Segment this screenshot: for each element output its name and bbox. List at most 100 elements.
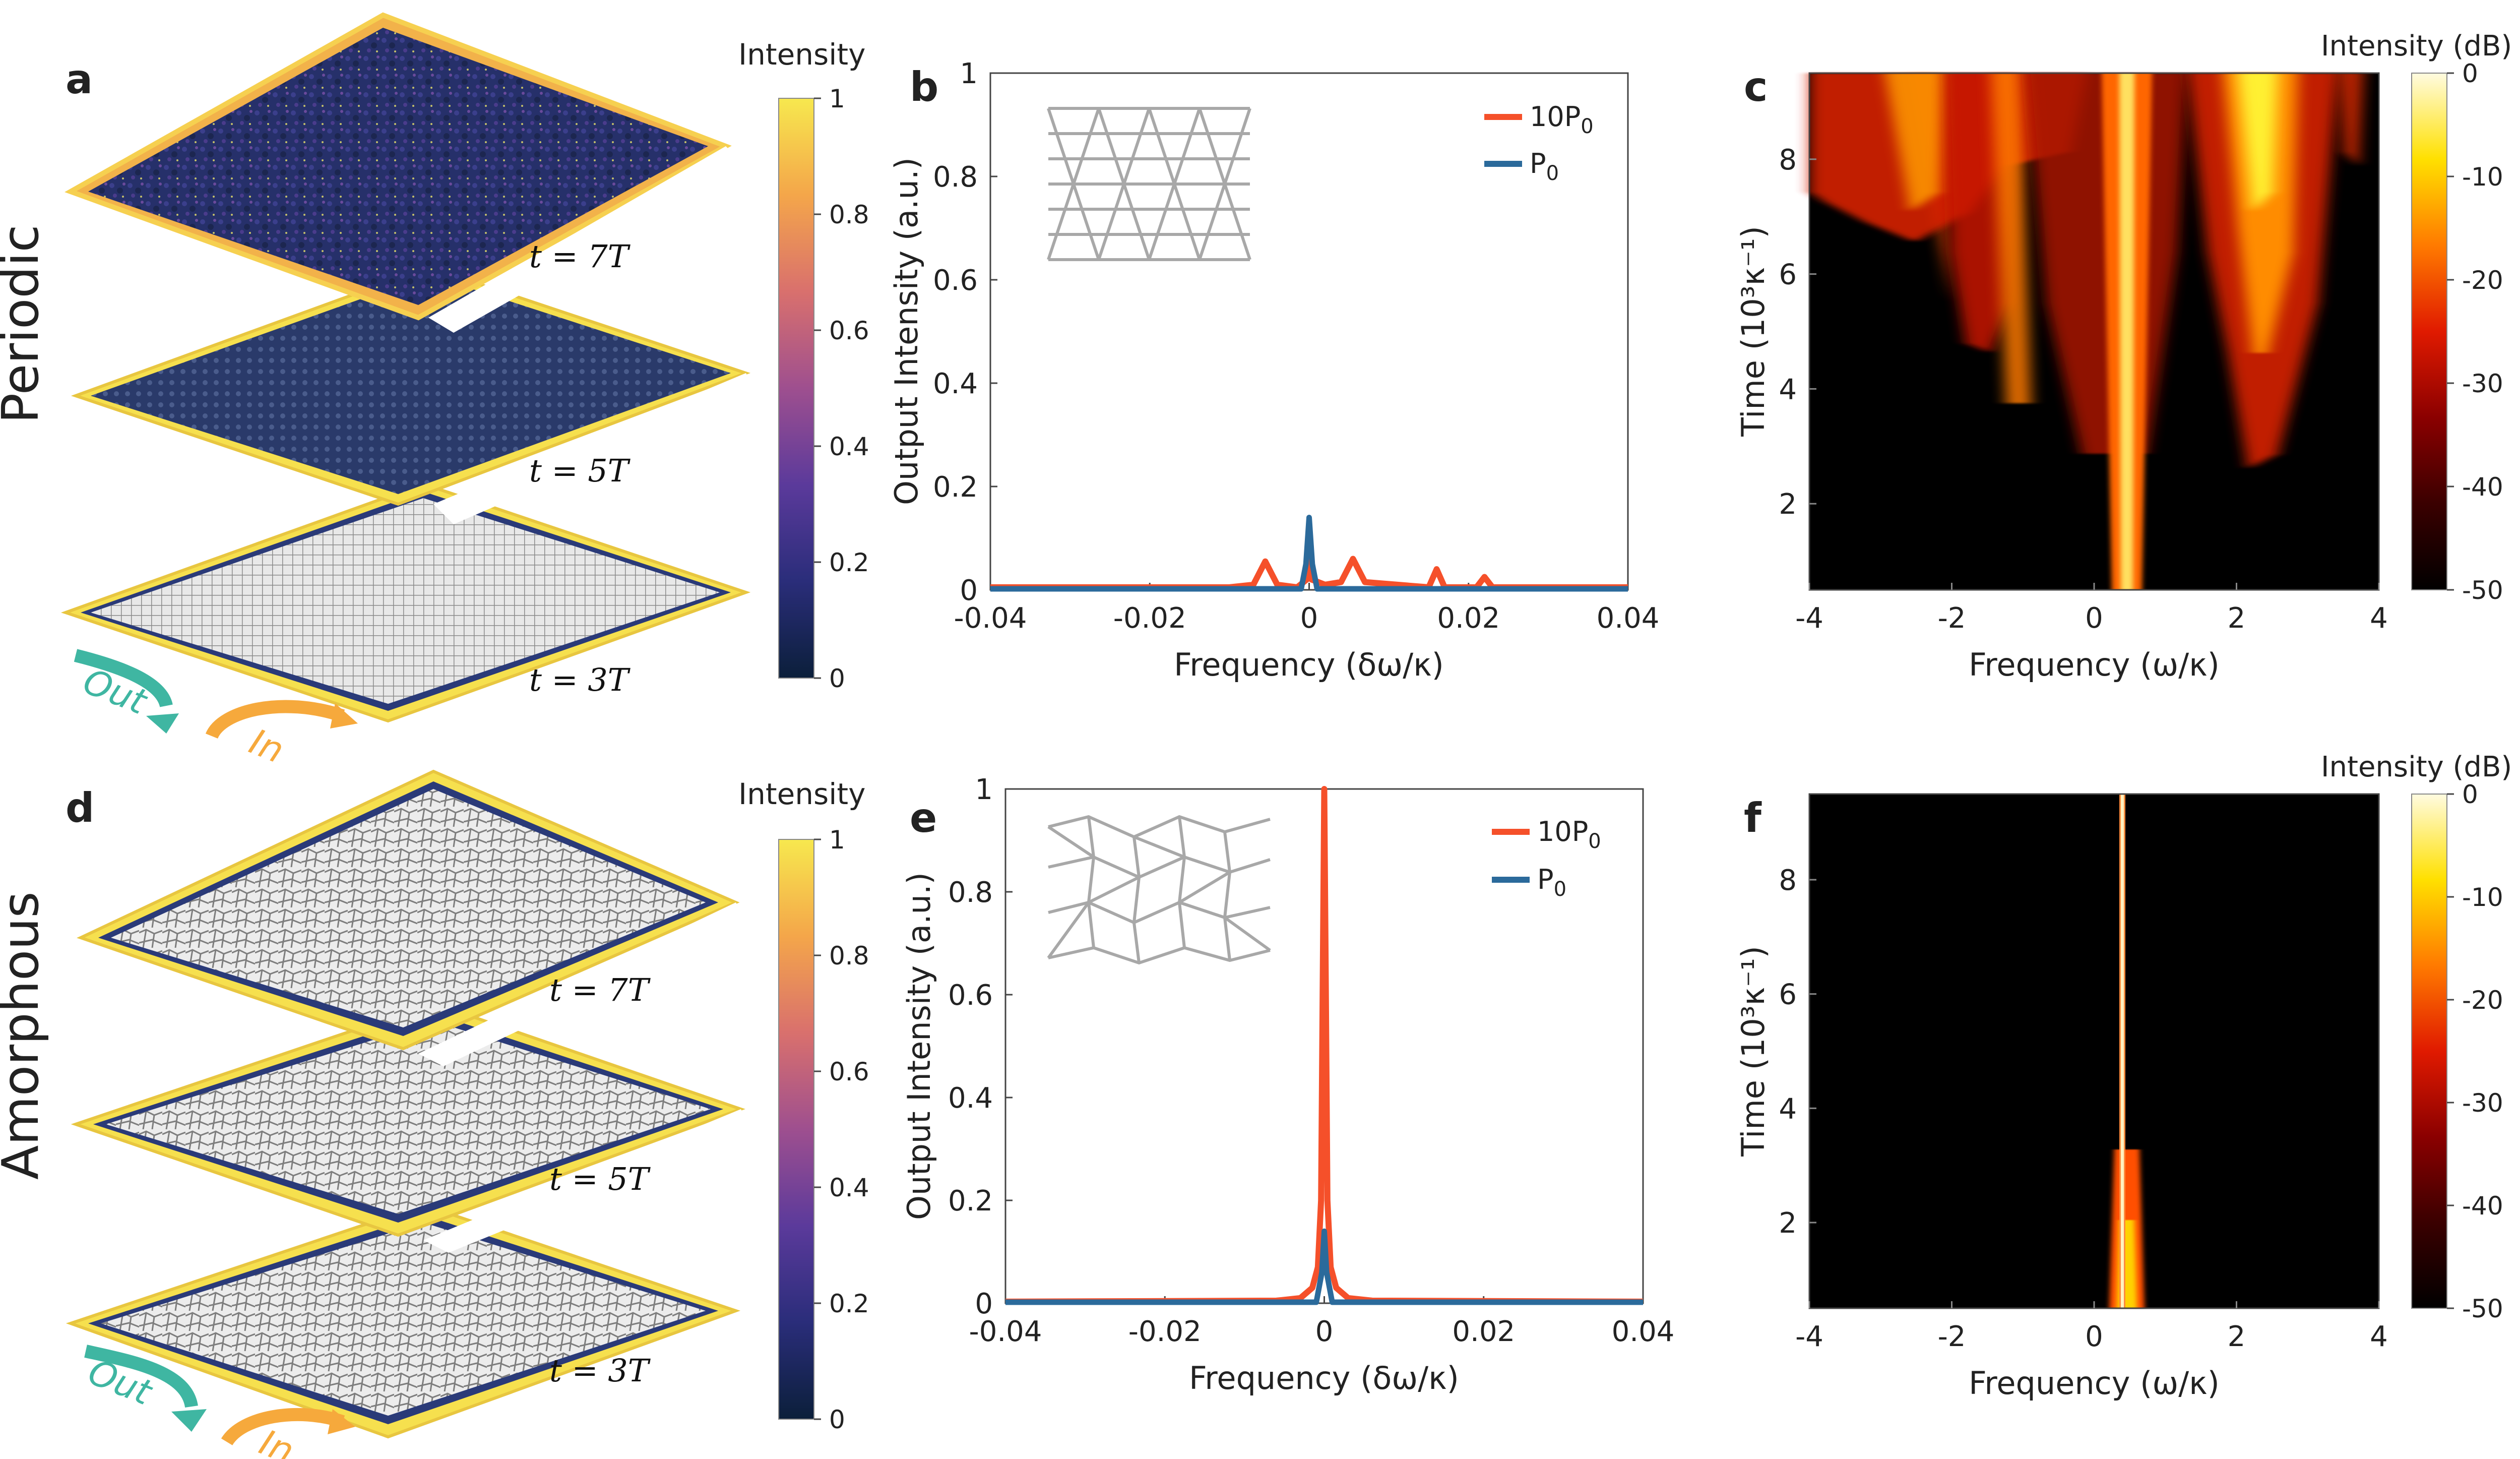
colorbar-lattice-a: Intensity 0 0.2 0.4 0.6 0.8 1 xyxy=(738,37,869,693)
chart-e-xtick-label: 0 xyxy=(1315,1315,1334,1348)
heatmap-c-xtick-label: -2 xyxy=(1938,602,1966,635)
in-arrowhead-d xyxy=(328,1409,355,1434)
colorbar-db-c-tick-label: -30 xyxy=(2462,369,2503,398)
colorbar-lattice-a-tick-label: 0.4 xyxy=(829,432,869,461)
out-arrow-a xyxy=(74,649,173,708)
chart-e-xtick-label: -0.04 xyxy=(969,1315,1042,1348)
heatmap-c-xtick-label: -4 xyxy=(1795,602,1823,635)
chart-b-ylabel: Output Intensity (a.u.) xyxy=(888,157,925,505)
colorbar-gradient-a xyxy=(778,98,814,679)
chart-b-ytick-label: 0.8 xyxy=(933,161,978,194)
colorbar-db-c-tick-label: -50 xyxy=(2462,576,2503,605)
heatmap-c-xtick-label: 2 xyxy=(2228,602,2246,635)
colorbar-lattice-d-tick-label: 1 xyxy=(829,825,845,855)
heatmap-f-ytick-label: 4 xyxy=(1779,1092,1797,1125)
panel-letter-b: b xyxy=(910,64,938,110)
colorbar-db-c-tick-label: 0 xyxy=(2462,59,2478,88)
heatmap-f-ylabel: Time (10³κ⁻¹) xyxy=(1735,946,1772,1157)
chart-b-ytick-label: 1 xyxy=(960,57,978,90)
heatmap-c-xlabel: Frequency (ω/κ) xyxy=(1969,646,2220,683)
panel-letter-e: e xyxy=(910,795,937,841)
colorbar-lattice-d-tick-label: 0.2 xyxy=(829,1289,869,1318)
chart-e-legend: 10P0 P0 xyxy=(1492,816,1601,901)
in-arrow-d xyxy=(221,1408,345,1446)
heatmap-f-ytick-label: 2 xyxy=(1779,1207,1797,1240)
legend-label-e-10P0: 10P0 xyxy=(1537,816,1601,853)
heatmap-c-xtick-label: 4 xyxy=(2370,602,2388,635)
heatmap-f-features xyxy=(2109,794,2145,1308)
chart-e-xtick-label: 0.02 xyxy=(1452,1315,1515,1348)
panel-letter-d: d xyxy=(66,784,94,831)
out-arrowhead-d xyxy=(171,1409,207,1432)
chart-b-ytick-label: 0.4 xyxy=(933,368,978,400)
heatmap-f-xtick-label: -2 xyxy=(1938,1320,1966,1353)
chart-e-ytick-label: 0.6 xyxy=(948,979,993,1012)
time-label-d-5T: t = 5T xyxy=(549,1161,651,1197)
heatmap-f-xtick-label: 4 xyxy=(2370,1320,2388,1353)
out-arrowhead-a xyxy=(146,713,179,734)
colorbar-lattice-a-tick-label: 0.8 xyxy=(829,200,869,229)
lattice-stack-periodic: t = 7T t = 5T t = 3T Out In xyxy=(60,12,756,771)
heatmap-c-ytick-label: 4 xyxy=(1779,373,1797,406)
chart-b-xtick-label: -0.04 xyxy=(954,602,1027,635)
heatmap-f: -4 -2 0 2 4 2 4 6 8 Frequency (ω/κ) Time (10³κ⁻¹… xyxy=(1735,793,2388,1402)
chart-e-ytick-label: 1 xyxy=(975,773,993,806)
colorbar-db-f: Intensity (dB) 0 -10 -20 -30 -40 -50 xyxy=(2321,751,2512,1323)
panel-letter-f: f xyxy=(1744,795,1762,841)
out-arrow-d xyxy=(84,1345,198,1408)
colorbar-title-a: Intensity xyxy=(738,37,865,72)
in-arrow-a xyxy=(205,700,345,739)
heatmap-c-ytick-label: 8 xyxy=(1779,144,1797,176)
chart-b-ytick-label: 0.2 xyxy=(933,471,978,504)
chart-e-ytick-label: 0.2 xyxy=(948,1185,993,1218)
chart-b-inset-lattice xyxy=(1047,107,1251,261)
chart-e-xlabel: Frequency (δω/κ) xyxy=(1189,1360,1459,1396)
chart-e-series-P0 xyxy=(1005,1228,1643,1305)
colorbar-title-d: Intensity xyxy=(738,777,865,811)
colorbar-db-title-c: Intensity (dB) xyxy=(2321,30,2512,63)
colorbar-lattice-d-tick-label: 0.6 xyxy=(829,1057,869,1086)
colorbar-db-gradient-f xyxy=(2411,794,2447,1309)
heatmap-f-ytick-label: 6 xyxy=(1779,979,1797,1011)
chart-b-series-P0 xyxy=(990,515,1628,592)
time-label-d-7T: t = 7T xyxy=(549,971,651,1008)
colorbar-db-c-tick-label: -10 xyxy=(2462,162,2503,192)
heatmap-f-xtick-label: -4 xyxy=(1795,1320,1823,1353)
colorbar-db-f-tick-label: -10 xyxy=(2462,883,2503,912)
colorbar-lattice-d: Intensity 0 0.2 0.4 0.6 0.8 1 xyxy=(738,777,869,1434)
chart-e: -0.04 -0.02 0 0.02 0.04 0 0.2 0.4 0.6 0.8 1 10P0 P… xyxy=(901,773,1674,1396)
heatmap-c-ylabel: Time (10³κ⁻¹) xyxy=(1735,226,1772,437)
legend-label-e-P0: P0 xyxy=(1537,864,1566,901)
lattice-layer-7T-amorph xyxy=(77,769,740,1051)
chart-e-inset-lattice xyxy=(1047,815,1271,965)
colorbar-db-ticks-f: 0 -10 -20 -30 -40 -50 xyxy=(2447,780,2503,1323)
colorbar-db-ticks-c: 0 -10 -20 -30 -40 -50 xyxy=(2447,59,2503,605)
colorbar-db-f-tick-label: -50 xyxy=(2462,1294,2503,1323)
time-label-a-5T: t = 5T xyxy=(529,452,631,489)
colorbar-db-c: Intensity (dB) 0 -10 -20 -30 -40 -50 xyxy=(2321,30,2512,605)
chart-b-xtick-label: 0.04 xyxy=(1597,602,1660,635)
chart-e-series-10P0 xyxy=(1005,786,1644,1305)
colorbar-lattice-d-tick-label: 0 xyxy=(829,1405,845,1434)
heatmap-c-ticks: -4 -2 0 2 4 2 4 6 8 xyxy=(1779,144,2387,635)
colorbar-lattice-a-tick-label: 1 xyxy=(829,84,845,113)
chart-b-xlabel: Frequency (δω/κ) xyxy=(1174,646,1444,683)
panel-letter-c: c xyxy=(1744,64,1768,110)
colorbar-db-f-tick-label: -20 xyxy=(2462,986,2503,1015)
colorbar-db-f-tick-label: -40 xyxy=(2462,1191,2503,1221)
legend-label-b-10P0: 10P0 xyxy=(1530,101,1594,138)
heatmap-f-ticks: -4 -2 0 2 4 2 4 6 8 xyxy=(1779,864,2387,1353)
heatmap-f-xtick-label: 0 xyxy=(2085,1320,2103,1353)
chart-b-legend: 10P0 P0 xyxy=(1484,101,1594,185)
chart-e-xtick-label: -0.02 xyxy=(1128,1315,1202,1348)
heatmap-c-ytick-label: 6 xyxy=(1779,259,1797,291)
lattice-layer-3T-amorph xyxy=(66,1203,741,1439)
chart-e-ylabel: Output Intensity (a.u.) xyxy=(901,872,937,1220)
lattice-stack-amorphous: t = 7T t = 5T t = 3T Out In xyxy=(66,769,751,1459)
time-label-a-3T: t = 3T xyxy=(529,661,631,698)
heatmap-c-features xyxy=(1809,73,2364,590)
chart-b-xtick-label: 0.02 xyxy=(1437,602,1500,635)
colorbar-ticks-d: 0 0.2 0.4 0.6 0.8 1 xyxy=(814,825,869,1434)
heatmap-f-background xyxy=(1809,794,2379,1308)
